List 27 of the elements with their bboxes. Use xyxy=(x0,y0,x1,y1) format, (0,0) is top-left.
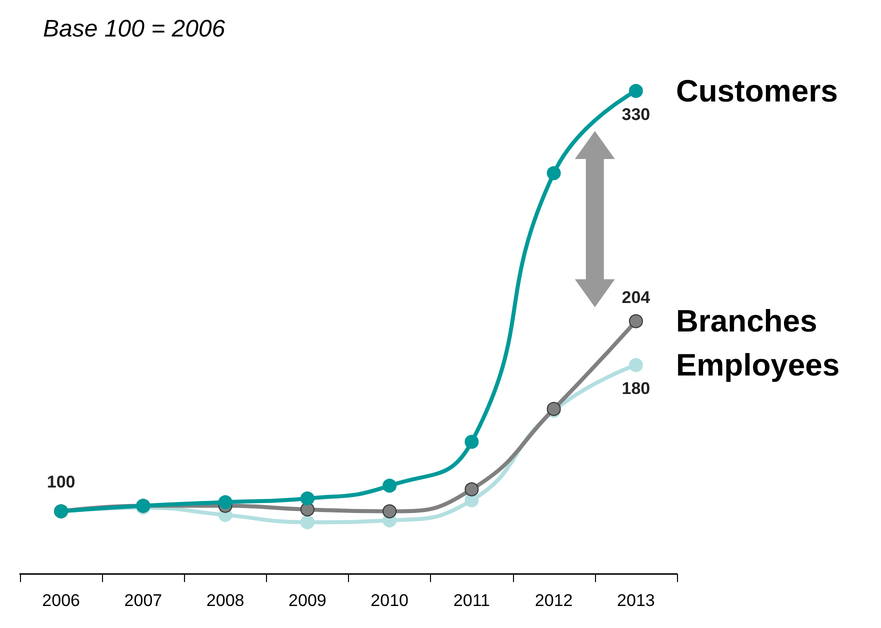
point xyxy=(628,314,643,328)
x-tick-label: 2009 xyxy=(288,591,326,610)
point xyxy=(382,478,397,493)
point xyxy=(464,434,479,449)
point xyxy=(464,482,479,496)
series-label: Customers xyxy=(676,73,838,108)
chart-title: Base 100 = 2006 xyxy=(43,16,226,42)
point xyxy=(300,515,314,530)
x-tick-label: 2012 xyxy=(534,591,573,610)
data-label: 330 xyxy=(622,104,650,124)
point xyxy=(546,166,561,180)
x-tick-label: 2008 xyxy=(206,591,244,610)
point xyxy=(300,491,314,506)
series-label: Employees xyxy=(676,348,840,383)
data-label: 180 xyxy=(622,379,650,398)
x-tick-label: 2013 xyxy=(617,591,655,610)
point xyxy=(628,358,643,372)
point xyxy=(218,495,232,510)
data-label: 100 xyxy=(46,472,76,492)
x-tick-label: 2011 xyxy=(453,591,490,610)
point xyxy=(382,504,397,518)
x-tick-label: 2006 xyxy=(42,591,80,610)
data-label: 204 xyxy=(622,288,651,308)
x-tick-label: 2007 xyxy=(124,591,162,610)
x-tick-label: 2010 xyxy=(370,591,408,610)
point xyxy=(628,84,643,98)
series-label: Branches xyxy=(676,304,818,339)
